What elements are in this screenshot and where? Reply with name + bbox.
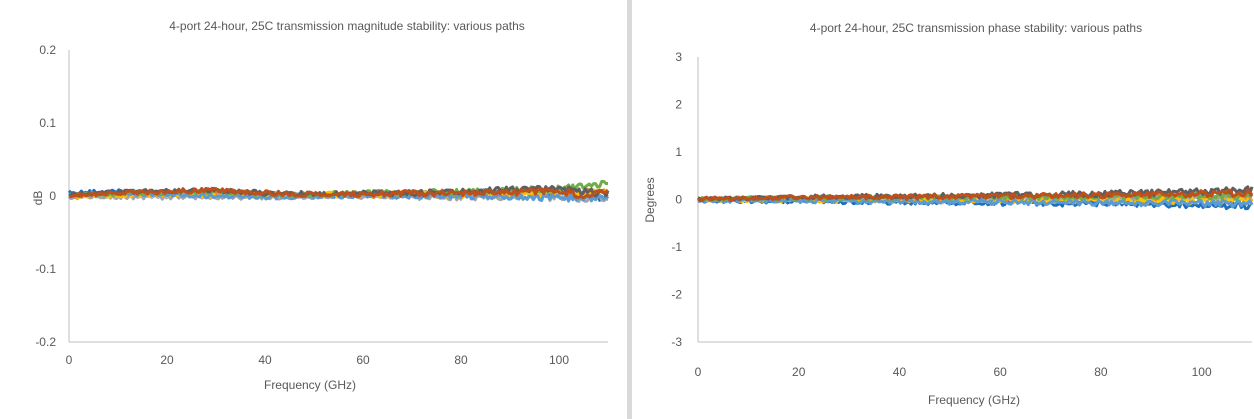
chart-title: 4-port 24-hour, 25C transmission magnitu… (169, 19, 525, 33)
x-tick-label: 80 (454, 353, 468, 367)
x-tick-label: 60 (994, 365, 1008, 379)
phase-chart-panel: 4-port 24-hour, 25C transmission phase s… (632, 0, 1254, 419)
x-tick-label: 100 (549, 353, 569, 367)
y-tick-label: -3 (671, 335, 682, 349)
x-tick-label: 20 (792, 365, 806, 379)
y-tick-label: 3 (675, 50, 682, 64)
y-tick-label: -2 (671, 288, 682, 302)
series-line-8 (68, 186, 609, 200)
x-tick-label: 60 (356, 353, 370, 367)
y-tick-label: 0.2 (39, 43, 56, 57)
x-axis-label: Frequency (GHz) (264, 378, 356, 392)
phase-chart: 4-port 24-hour, 25C transmission phase s… (643, 21, 1254, 407)
magnitude-chart-panel: 4-port 24-hour, 25C transmission magnitu… (31, 19, 610, 392)
y-tick-label: -0.1 (35, 262, 56, 276)
y-tick-label: -1 (671, 240, 682, 254)
x-tick-label: 20 (160, 353, 174, 367)
x-tick-label: 100 (1192, 365, 1212, 379)
y-tick-label: -0.2 (35, 335, 56, 349)
series-line-8 (696, 188, 1254, 203)
x-tick-label: 0 (66, 353, 73, 367)
x-tick-label: 0 (695, 365, 702, 379)
y-tick-label: 0.1 (39, 116, 56, 130)
x-tick-label: 80 (1094, 365, 1108, 379)
y-axis-label: Degrees (643, 177, 657, 222)
y-axis-label: dB (31, 191, 45, 206)
y-tick-label: 1 (675, 145, 682, 159)
x-axis-label: Frequency (GHz) (928, 393, 1020, 407)
panel-divider (627, 0, 632, 419)
y-tick-label: 2 (675, 98, 682, 112)
y-tick-label: 0 (49, 189, 56, 203)
y-tick-label: 0 (675, 193, 682, 207)
x-tick-label: 40 (893, 365, 907, 379)
series-line-5 (697, 197, 1254, 209)
magnitude-chart: 4-port 24-hour, 25C transmission magnitu… (31, 19, 610, 392)
chart-title: 4-port 24-hour, 25C transmission phase s… (810, 21, 1142, 35)
x-tick-label: 40 (258, 353, 272, 367)
